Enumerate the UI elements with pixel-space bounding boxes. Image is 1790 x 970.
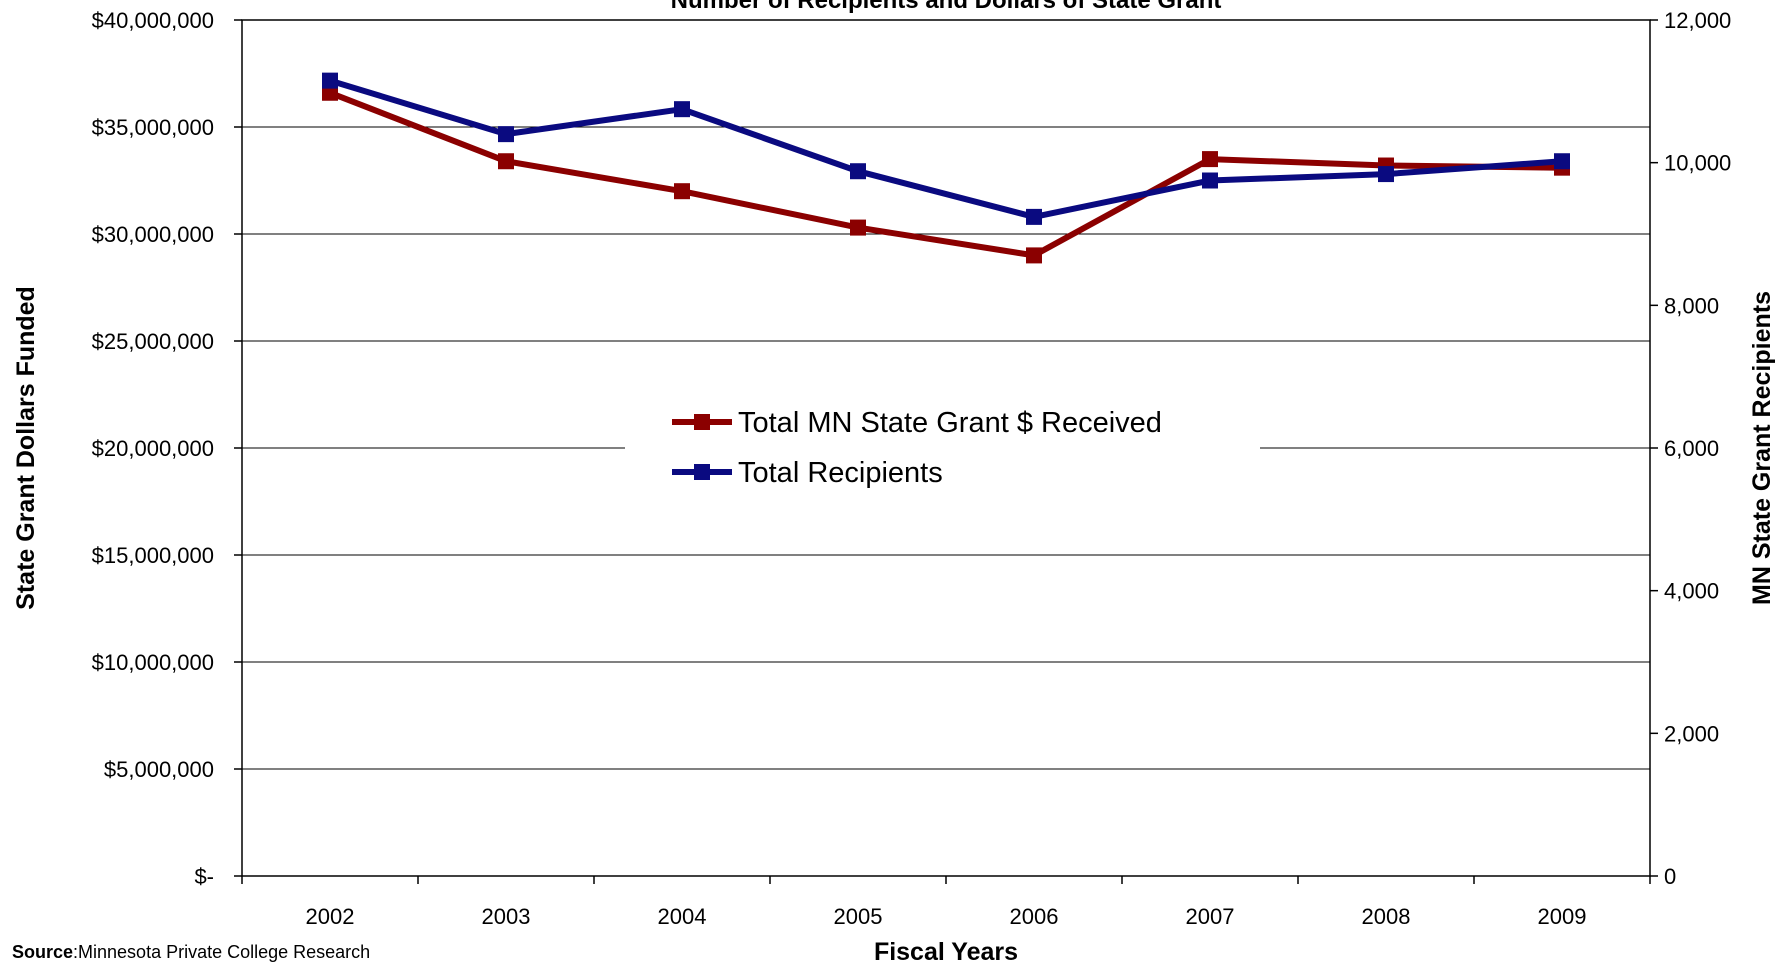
series-total-recipients: [322, 72, 1570, 225]
legend-entries: Total MN State Grant $ Received Total Rec…: [672, 407, 1162, 489]
data-point: [1026, 247, 1042, 264]
legend-item: Total Recipients: [672, 457, 943, 489]
x-tick-label: 2004: [658, 904, 707, 929]
legend-swatch-marker: [694, 464, 710, 480]
series-total-mn-state-grant-received: [322, 84, 1570, 264]
x-tick-label: 2007: [1186, 904, 1235, 929]
data-point: [674, 183, 690, 200]
x-tick-label: 2008: [1362, 904, 1411, 929]
data-point: [498, 153, 514, 170]
y-right-tick-label: 0: [1664, 864, 1676, 889]
legend-background: [625, 388, 1260, 500]
data-point: [1554, 153, 1570, 170]
data-point: [850, 219, 866, 236]
x-axis-title: Fiscal Years: [874, 938, 1018, 966]
axis-labels: $- $5,000,000 $10,000,000 $15,000,000 $20,00…: [92, 8, 1732, 929]
data-point: [498, 126, 514, 143]
x-tick-label: 2003: [482, 904, 531, 929]
data-point: [1202, 151, 1218, 168]
data-point: [322, 72, 338, 89]
series-line: [329, 77, 1563, 220]
legend-item: Total MN State Grant $ Received: [672, 407, 1162, 439]
x-tick-label: 2006: [1010, 904, 1059, 929]
y-right-tick-label: 4,000: [1664, 579, 1719, 604]
legend: [625, 388, 1260, 500]
data-point: [1026, 208, 1042, 225]
y-right-tick-label: 10,000: [1664, 151, 1731, 176]
y-axis-left-title: State Grant Dollars Funded: [12, 286, 40, 610]
legend-swatch-marker: [694, 414, 710, 430]
y-left-tick-label: $10,000,000: [92, 650, 214, 675]
source-text: :Minnesota Private College Research: [73, 942, 371, 962]
y-left-tick-label: $15,000,000: [92, 543, 214, 568]
y-left-tick-label: $5,000,000: [104, 757, 214, 782]
data-point: [322, 84, 338, 101]
x-tick-label: 2009: [1538, 904, 1587, 929]
y-axis-right-title: MN State Grant Recipients: [1748, 291, 1776, 605]
data-point: [1378, 166, 1394, 183]
y-left-tick-label: $-: [194, 864, 214, 889]
y-left-tick-label: $40,000,000: [92, 8, 214, 33]
y-right-tick-label: 2,000: [1664, 721, 1719, 746]
legend-label: Total Recipients: [738, 457, 943, 489]
source-label: Source: [12, 942, 74, 962]
chart-title: Number of Recipients and Dollars of Stat…: [671, 0, 1222, 14]
x-tick-label: 2005: [834, 904, 883, 929]
y-left-tick-label: $30,000,000: [92, 222, 214, 247]
data-point: [674, 101, 690, 118]
y-left-tick-label: $20,000,000: [92, 436, 214, 461]
y-right-tick-label: 8,000: [1664, 293, 1719, 318]
y-left-tick-label: $25,000,000: [92, 329, 214, 354]
data-point: [1202, 172, 1218, 189]
series-line: [328, 90, 1563, 259]
series-group: [322, 72, 1570, 264]
y-left-tick-label: $35,000,000: [92, 115, 214, 140]
data-point: [850, 163, 866, 180]
y-right-tick-label: 12,000: [1664, 8, 1731, 33]
y-right-tick-label: 6,000: [1664, 436, 1719, 461]
source-note: Source:Minnesota Private College Researc…: [12, 942, 370, 963]
x-tick-label: 2002: [306, 904, 355, 929]
axes: [234, 19, 1658, 884]
legend-label: Total MN State Grant $ Received: [738, 407, 1162, 439]
